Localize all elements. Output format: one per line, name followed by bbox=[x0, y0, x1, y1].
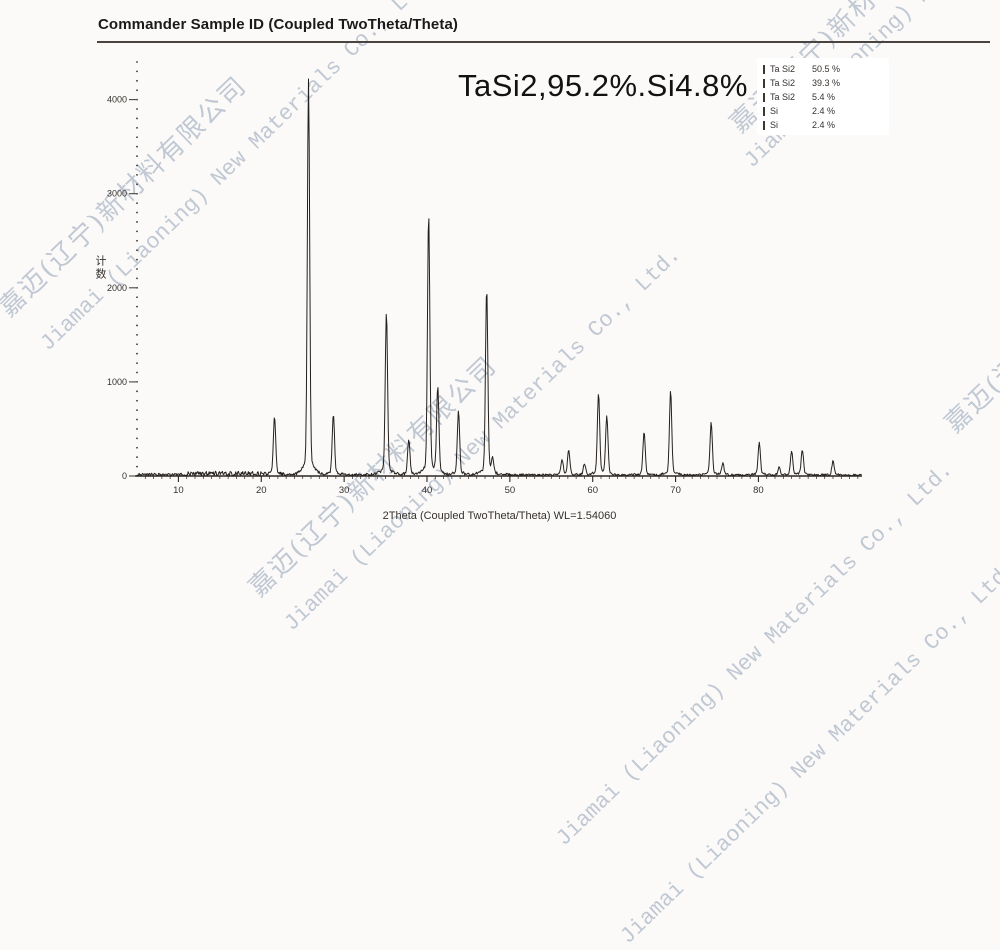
svg-text:80: 80 bbox=[753, 485, 764, 496]
legend-phase-label: Ta Si2 bbox=[770, 92, 796, 102]
svg-text:50: 50 bbox=[505, 485, 516, 496]
legend-phase-value: 2.4 % bbox=[812, 120, 836, 130]
legend-item: Ta Si2 39.3 % bbox=[761, 76, 885, 90]
watermark-en: Jiamai (Liaoning) New Materials Co., Ltd… bbox=[615, 555, 1000, 950]
y-axis-title: 计数 bbox=[94, 255, 106, 281]
svg-text:4000: 4000 bbox=[107, 95, 127, 105]
vertical-bar-icon bbox=[763, 64, 765, 74]
legend-phase-label: Ta Si2 bbox=[770, 78, 796, 88]
legend-phase-label: Ta Si2 bbox=[770, 64, 796, 74]
report-title: Commander Sample ID (Coupled TwoTheta/Th… bbox=[98, 16, 458, 33]
legend-phase-value: 50.5 % bbox=[812, 64, 841, 74]
vertical-bar-icon bbox=[763, 120, 765, 130]
legend-item: Si 2.4 % bbox=[761, 104, 885, 118]
svg-text:2000: 2000 bbox=[107, 283, 127, 293]
xrd-diffractogram: 10 20 30 40 50 60 70 80 0 1000 2000 3000 4000 bbox=[107, 61, 862, 496]
legend-item: Si 2.4 % bbox=[761, 118, 885, 132]
vertical-bar-icon bbox=[763, 92, 765, 102]
svg-text:3000: 3000 bbox=[107, 189, 127, 199]
vertical-bar-icon bbox=[763, 78, 765, 88]
legend-phase-value: 2.4 % bbox=[812, 106, 836, 116]
legend-phase-value: 5.4 % bbox=[812, 92, 836, 102]
svg-text:60: 60 bbox=[587, 485, 598, 496]
phase-legend: Ta Si2 50.5 % Ta Si2 39.3 % Ta Si2 5.4 %… bbox=[757, 58, 889, 135]
x-axis-title: 2Theta (Coupled TwoTheta/Theta) WL=1.540… bbox=[382, 510, 617, 522]
svg-text:0: 0 bbox=[122, 471, 127, 481]
svg-text:10: 10 bbox=[173, 485, 184, 496]
title-underline bbox=[97, 41, 990, 43]
svg-text:70: 70 bbox=[670, 485, 681, 496]
legend-item: Ta Si2 5.4 % bbox=[761, 90, 885, 104]
svg-text:30: 30 bbox=[339, 485, 350, 496]
svg-text:20: 20 bbox=[256, 485, 267, 496]
vertical-bar-icon bbox=[763, 106, 765, 116]
legend-phase-value: 39.3 % bbox=[812, 78, 841, 88]
svg-text:1000: 1000 bbox=[107, 377, 127, 387]
legend-phase-label: Si bbox=[770, 120, 779, 130]
legend-item: Ta Si2 50.5 % bbox=[761, 62, 885, 76]
svg-text:40: 40 bbox=[422, 485, 433, 496]
legend-phase-label: Si bbox=[770, 106, 779, 116]
composition-annotation: TaSi2,95.2%.Si4.8% bbox=[458, 68, 748, 103]
